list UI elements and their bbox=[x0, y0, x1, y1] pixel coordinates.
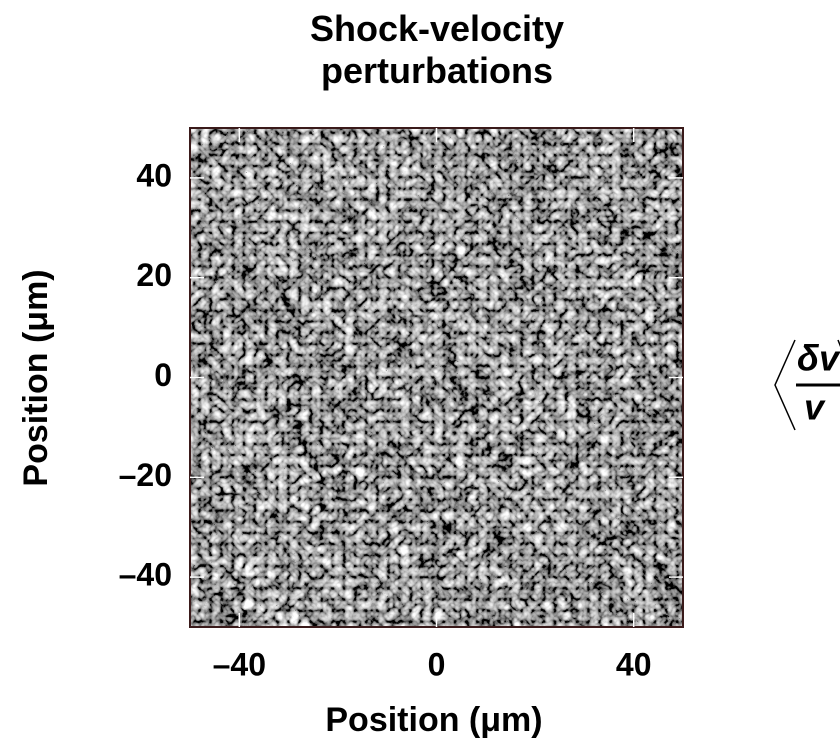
bracket bbox=[774, 339, 796, 431]
x-tick-label: –40 bbox=[213, 646, 266, 682]
x-tick-label: 40 bbox=[616, 646, 652, 682]
annotation-denominator: v bbox=[804, 387, 826, 428]
y-axis-label: Position (μm) bbox=[17, 269, 55, 486]
y-tick-label: –40 bbox=[119, 557, 172, 593]
y-tick-label: –20 bbox=[119, 457, 172, 493]
x-axis-label: Position (μm) bbox=[325, 701, 542, 739]
x-tick-label: 0 bbox=[428, 646, 446, 682]
annotation-numerator: δv bbox=[797, 338, 840, 379]
y-tick-label: 0 bbox=[154, 357, 172, 393]
bracket bbox=[837, 339, 840, 348]
y-tick-label: 20 bbox=[136, 257, 172, 293]
chart-title: Shock-velocity perturbations bbox=[309, 8, 565, 91]
heatmap-field bbox=[190, 128, 683, 627]
y-tick-label: 40 bbox=[136, 157, 172, 193]
